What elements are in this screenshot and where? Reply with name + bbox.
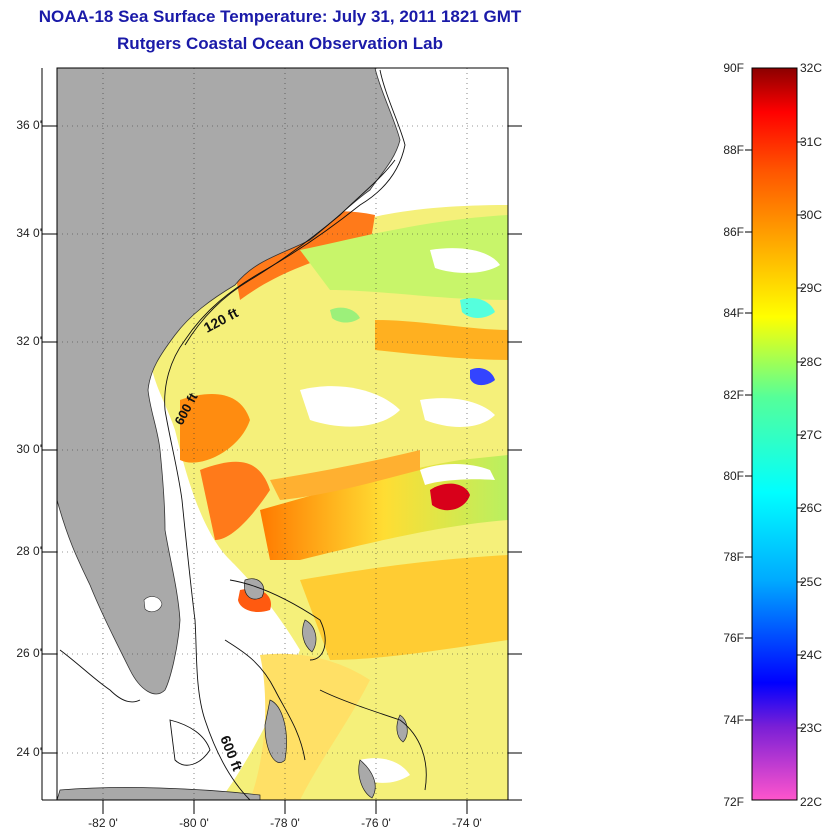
lat-label: 26 0' bbox=[16, 646, 42, 660]
temperature-colorbar bbox=[751, 67, 798, 801]
colorbar-c-label: 32C bbox=[800, 61, 823, 75]
colorbar-f-label: 80F bbox=[723, 469, 744, 483]
colorbar-c-label: 25C bbox=[800, 575, 823, 589]
lon-label: -82 0' bbox=[88, 816, 118, 830]
colorbar-f-label: 88F bbox=[723, 143, 744, 157]
land-mass bbox=[57, 68, 401, 695]
colorbar-c-label: 23C bbox=[800, 721, 823, 735]
depth-contours bbox=[59, 69, 427, 800]
lat-label: 32 0' bbox=[16, 334, 42, 348]
colorbar-f-label: 76F bbox=[723, 631, 744, 645]
lat-label: 28 0' bbox=[16, 544, 42, 558]
graticule bbox=[57, 68, 508, 800]
colorbar-f-label: 86F bbox=[723, 225, 744, 239]
lon-label: -78 0' bbox=[270, 816, 300, 830]
colorbar-c-label: 30C bbox=[800, 208, 823, 222]
colorbar-c-label: 24C bbox=[800, 648, 823, 662]
lat-label: 24 0' bbox=[16, 745, 42, 759]
colorbar-c-label: 26C bbox=[800, 501, 823, 515]
sst-data-field bbox=[150, 205, 508, 800]
bahamas-islands bbox=[57, 578, 408, 800]
colorbar-c-label: 29C bbox=[800, 281, 823, 295]
lat-label: 30 0' bbox=[16, 442, 42, 456]
map-title: NOAA-18 Sea Surface Temperature: July 31… bbox=[38, 7, 522, 26]
map-subtitle: Rutgers Coastal Ocean Observation Lab bbox=[117, 34, 443, 53]
colorbar-c-label: 31C bbox=[800, 135, 823, 149]
colorbar-c-label: 27C bbox=[800, 428, 823, 442]
colorbar-c-label: 22C bbox=[800, 795, 823, 809]
colorbar-f-label: 72F bbox=[723, 795, 744, 809]
lake-okeechobee bbox=[143, 596, 163, 613]
axis-ticks bbox=[41, 68, 522, 814]
lat-label: 36 0' bbox=[16, 118, 42, 132]
colorbar-f-label: 78F bbox=[723, 550, 744, 564]
colorbar-c-label: 28C bbox=[800, 355, 823, 369]
lon-label: -80 0' bbox=[179, 816, 209, 830]
colorbar-f-label: 90F bbox=[723, 61, 744, 75]
colorbar-ticks bbox=[745, 141, 804, 729]
colorbar-f-label: 84F bbox=[723, 306, 744, 320]
colorbar-f-label: 74F bbox=[723, 713, 744, 727]
lon-label: -74 0' bbox=[452, 816, 482, 830]
colorbar-f-label: 82F bbox=[723, 388, 744, 402]
lat-label: 34 0' bbox=[16, 226, 42, 240]
lon-label: -76 0' bbox=[361, 816, 391, 830]
